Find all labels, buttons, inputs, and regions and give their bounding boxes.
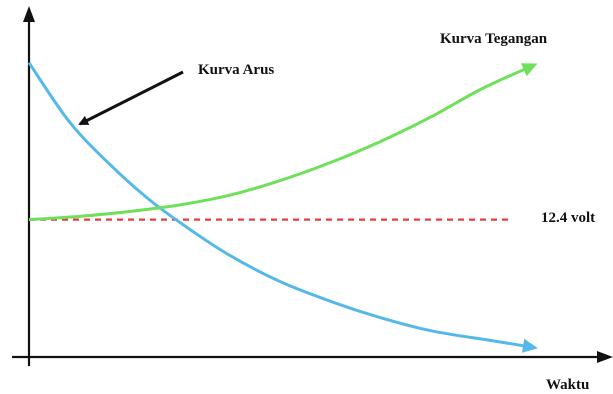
kurva-arus-annotation-arrow <box>78 70 184 126</box>
reference-line-label: 12.4 volt <box>541 210 595 226</box>
series-line-kurva-tegangan <box>28 64 533 222</box>
annotation-kurva-tegangan: Kurva Tegangan <box>440 31 548 47</box>
x-axis-arrow-icon <box>597 351 613 363</box>
x-axis-label: Waktu <box>546 377 589 393</box>
series-line-kurva-arus <box>27 61 533 349</box>
series-arrowhead-kurva-tegangan <box>520 63 538 77</box>
y-axis-arrow-icon <box>23 6 35 22</box>
series-arrowhead-kurva-arus <box>522 338 538 353</box>
annotation-kurva-arus: Kurva Arus <box>198 62 274 78</box>
